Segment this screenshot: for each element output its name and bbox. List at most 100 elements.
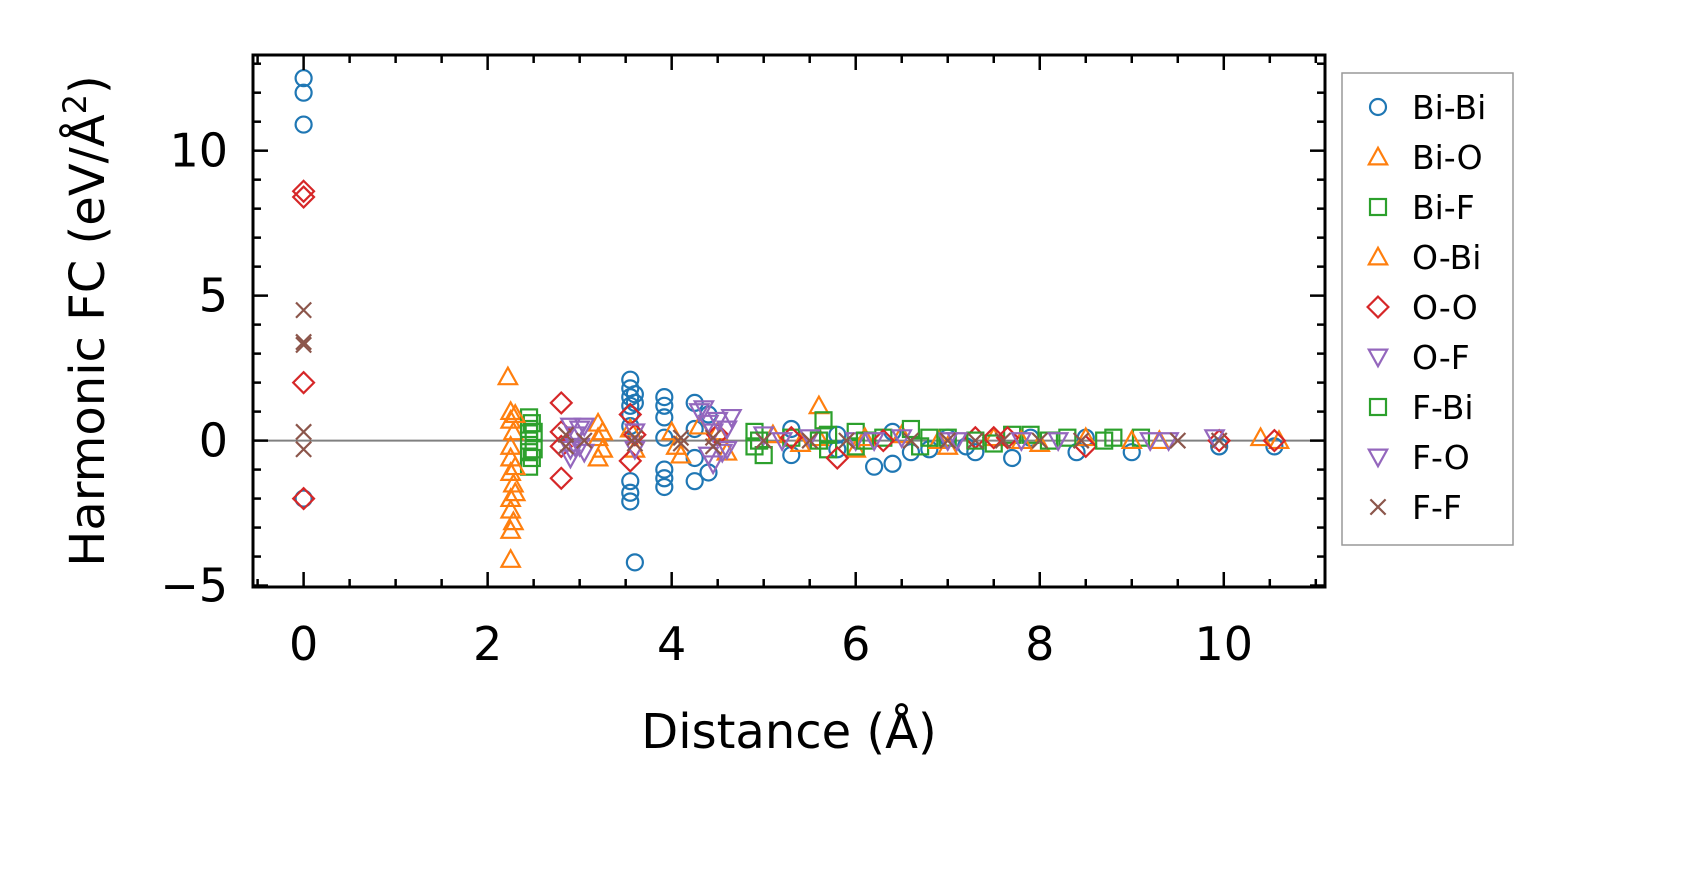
point-o-bi xyxy=(665,434,688,455)
point-o-o xyxy=(549,390,574,415)
series-f-f xyxy=(295,301,1228,458)
point-bi-bi xyxy=(625,385,644,404)
point-f-f xyxy=(575,432,593,449)
point-bi-f xyxy=(519,419,539,439)
point-bi-bi xyxy=(655,396,674,415)
legend-label: F-O xyxy=(1412,438,1470,477)
point-f-bi xyxy=(524,440,543,459)
point-o-f xyxy=(844,432,867,453)
point-f-o xyxy=(711,443,734,464)
legend-marker xyxy=(1366,295,1390,319)
point-f-f xyxy=(704,438,722,455)
point-o-o xyxy=(549,466,574,491)
point-f-o xyxy=(771,432,794,453)
point-bi-o xyxy=(499,487,522,508)
y-axis-label-superscript: 2 xyxy=(56,94,94,114)
legend-label: O-F xyxy=(1412,338,1470,377)
point-f-f xyxy=(1031,432,1049,449)
legend-marker xyxy=(1368,97,1388,117)
point-f-o xyxy=(720,408,743,429)
point-bi-o xyxy=(1249,426,1272,447)
legend-item-o-o: O-O xyxy=(1366,288,1478,327)
point-bi-o xyxy=(496,365,519,386)
point-o-o xyxy=(291,185,316,210)
point-o-bi xyxy=(853,426,876,447)
point-f-f xyxy=(966,432,984,449)
y-axis-label: Harmonic FC (eV/Å2) xyxy=(56,75,116,567)
point-bi-o xyxy=(499,434,522,455)
point-f-f xyxy=(295,301,312,319)
legend-marker xyxy=(1366,245,1390,266)
point-bi-bi xyxy=(655,477,674,497)
point-f-f xyxy=(295,333,312,351)
point-bi-o xyxy=(499,400,522,421)
point-o-bi xyxy=(591,437,614,458)
point-bi-bi xyxy=(294,489,313,508)
point-bi-bi xyxy=(625,553,644,572)
point-bi-bi xyxy=(655,460,674,479)
point-o-o xyxy=(825,446,850,470)
series-f-o xyxy=(563,400,1180,464)
point-bi-bi xyxy=(1122,443,1141,462)
legend-item-bi-f: Bi-F xyxy=(1368,188,1475,227)
point-f-f xyxy=(626,429,644,447)
point-f-o xyxy=(1047,432,1070,453)
legend-item-bi-bi: Bi-Bi xyxy=(1368,88,1486,127)
legend-marker xyxy=(1366,448,1390,469)
point-f-bi xyxy=(749,431,769,450)
point-bi-bi xyxy=(294,69,313,88)
point-o-f xyxy=(890,429,913,450)
point-bi-o xyxy=(586,426,610,447)
point-f-o xyxy=(563,437,587,458)
tick-labels: 0 2 4 6 8 10 −5 0 5 10 xyxy=(160,124,1253,671)
point-o-bi xyxy=(504,403,527,423)
point-bi-bi xyxy=(621,405,640,424)
x-tick-label: 2 xyxy=(473,617,502,671)
point-o-o xyxy=(291,486,316,511)
legend-item-bi-o: Bi-O xyxy=(1366,138,1483,177)
legend-marker xyxy=(1368,197,1388,217)
point-f-bi xyxy=(920,428,939,447)
point-f-f xyxy=(672,429,690,447)
legend: Bi-Bi Bi-O Bi-F O-Bi O-O O-F F-Bi F-O F-F xyxy=(1341,72,1514,546)
x-tick-label: 4 xyxy=(657,617,686,671)
plot-frame xyxy=(251,53,1327,589)
point-o-f xyxy=(702,455,725,476)
point-f-f xyxy=(295,423,312,441)
legend-item-o-f: O-F xyxy=(1366,338,1470,377)
x-tick-label: 8 xyxy=(1025,617,1054,671)
point-f-f xyxy=(902,432,920,449)
point-o-f xyxy=(715,420,738,441)
x-tick-label: 10 xyxy=(1195,617,1254,671)
legend-marker xyxy=(1368,397,1388,417)
point-f-o xyxy=(945,432,969,453)
point-f-o xyxy=(692,400,715,421)
legend-item-f-o: F-O xyxy=(1366,438,1470,477)
point-bi-o xyxy=(660,420,683,441)
legend-label: Bi-Bi xyxy=(1412,88,1486,127)
point-f-f xyxy=(801,432,819,449)
legend-label: Bi-O xyxy=(1412,138,1483,177)
legend-label: F-F xyxy=(1412,488,1462,527)
point-bi-bi xyxy=(685,419,704,439)
point-bi-o xyxy=(499,519,522,539)
point-bi-o xyxy=(502,472,525,493)
point-bi-bi xyxy=(901,443,921,462)
point-f-o xyxy=(573,417,596,438)
point-bi-bi xyxy=(621,396,640,415)
point-o-f xyxy=(568,420,591,441)
point-bi-f xyxy=(846,437,865,456)
point-bi-bi xyxy=(828,440,847,459)
point-f-f xyxy=(994,432,1012,449)
point-bi-f xyxy=(1058,428,1077,447)
point-o-bi xyxy=(1120,429,1143,450)
point-bi-bi xyxy=(621,483,640,502)
point-bi-bi xyxy=(655,428,674,447)
point-bi-bi xyxy=(865,457,884,476)
x-tick-label: 6 xyxy=(841,617,870,671)
y-tick-label: 0 xyxy=(199,414,228,468)
point-f-o xyxy=(573,443,596,464)
point-bi-bi xyxy=(294,115,313,134)
point-bi-bi xyxy=(625,393,644,413)
legend-label: F-Bi xyxy=(1412,388,1474,427)
